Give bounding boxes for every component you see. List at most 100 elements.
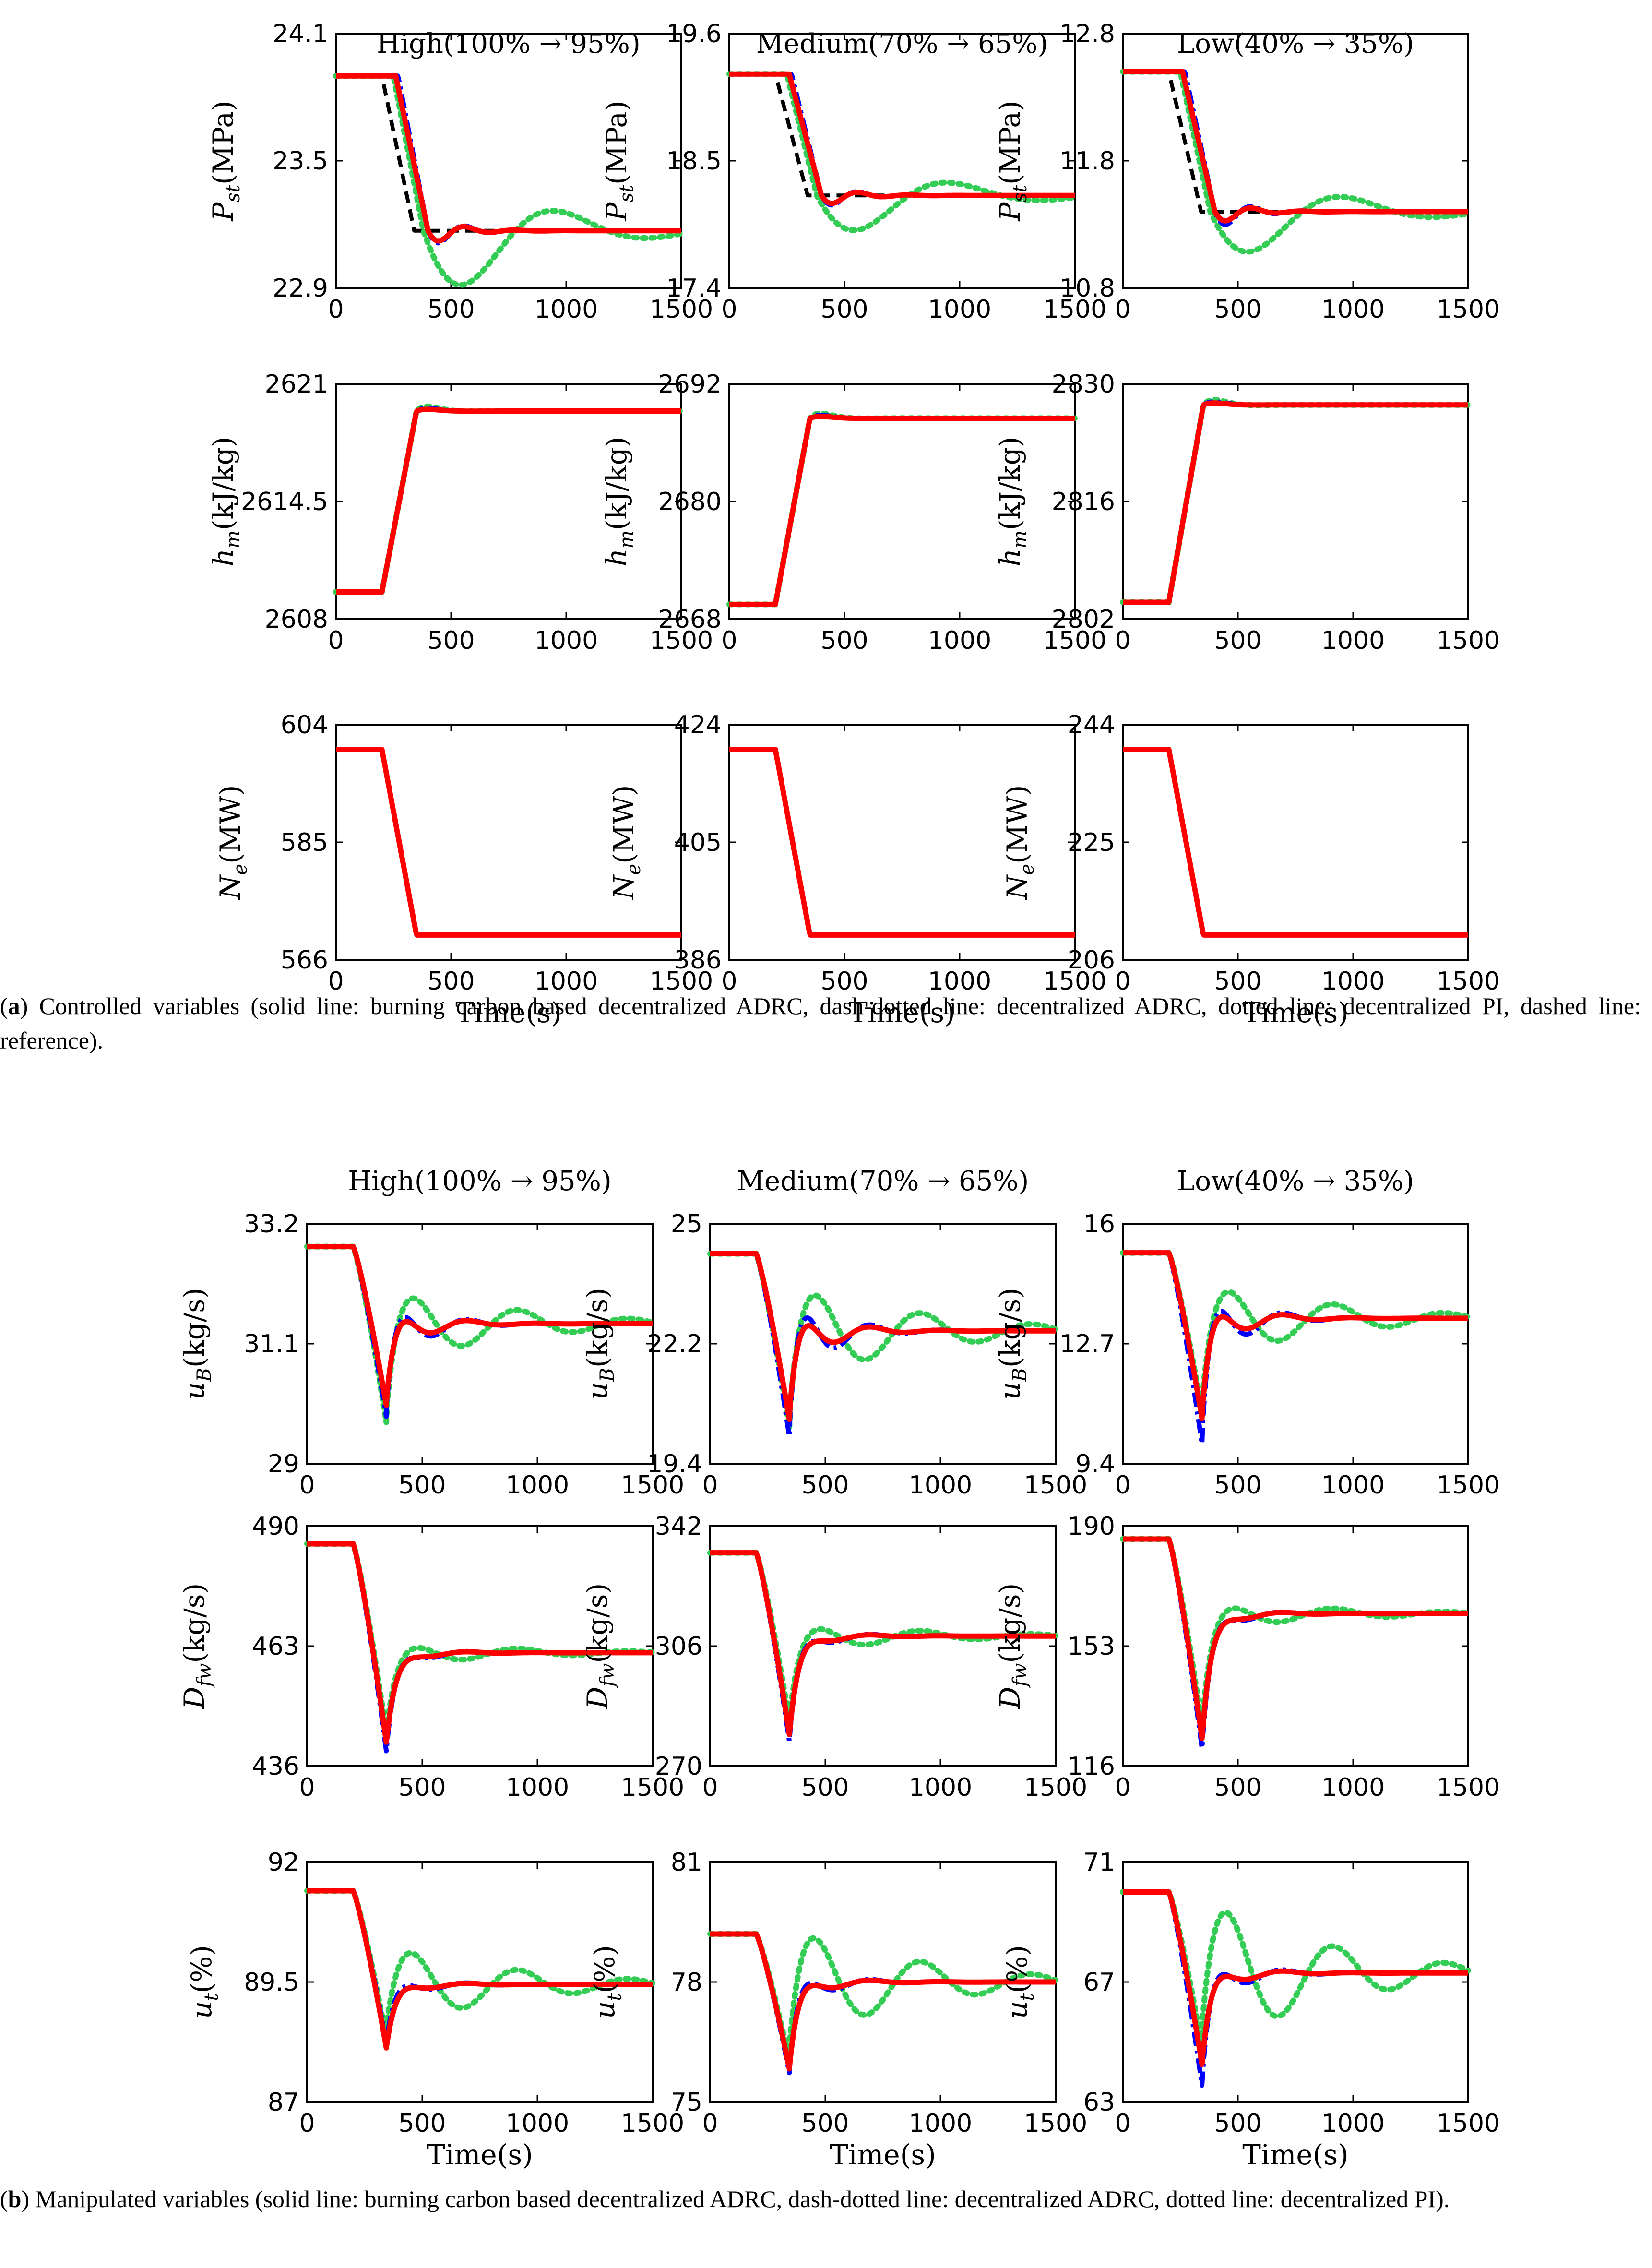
x-tick-label: 1500 — [650, 967, 713, 996]
plot-area — [728, 724, 1076, 961]
y-tick-label: 585 — [281, 828, 328, 857]
column-title-b-0: High(100% → 95%) — [348, 1166, 611, 1197]
caption-b-text: Manipulated variables (solid line: burni… — [35, 2185, 1450, 2212]
svg-text:ut(%): ut(%) — [588, 1945, 626, 2019]
caption-a: (a) Controlled variables (solid line: bu… — [0, 992, 1641, 1054]
y-tick-label: 10.8 — [1059, 274, 1115, 303]
y-tick-label: 31.1 — [244, 1330, 299, 1359]
y-tick-label: 33.2 — [244, 1210, 299, 1239]
y-tick-label: 463 — [252, 1632, 299, 1661]
subplot-a-5: 0 500 1000 1500 2668 2680 2692 — [658, 370, 1107, 655]
x-tick-label: 1000 — [909, 1471, 972, 1500]
y-axis-label: Ne(MW) — [1001, 785, 1038, 901]
x-tick-label: 500 — [1214, 2109, 1261, 2138]
x-tick-label: 0 — [1115, 295, 1130, 324]
y-axis-label: Dfw(kg/s) — [581, 1583, 618, 1709]
y-axis-label: Ne(MW) — [607, 785, 645, 901]
y-tick-label: 2621 — [265, 370, 328, 399]
svg-text:Pst(MPa): Pst(MPa) — [207, 100, 244, 221]
x-tick-label: 1500 — [1043, 295, 1106, 324]
y-tick-label: 89.5 — [244, 1968, 299, 1997]
column-title-a-2: Low(40% → 35%) — [1177, 28, 1414, 60]
x-tick-label: 500 — [427, 967, 475, 996]
x-tick-label: 1000 — [1321, 2109, 1385, 2138]
subplot-b-3: 0 500 1000 1500 9.4 12.7 16 — [1059, 1210, 1500, 1500]
y-tick-label: 29 — [268, 1450, 299, 1479]
x-tick-label: 1000 — [909, 2109, 972, 2138]
subplot-a-4: 0 500 1000 1500 2608 2614.5 2621 — [241, 370, 713, 655]
y-tick-label: 22.9 — [273, 274, 328, 303]
series-line-burning_carbon_adrc — [305, 1888, 654, 2051]
x-tick-label: 1500 — [1043, 967, 1106, 996]
y-tick-label: 190 — [1068, 1512, 1115, 1541]
series-line-burning_carbon_adrc — [334, 73, 683, 244]
y-tick-label: 67 — [1083, 1968, 1115, 1997]
subplot-a-1: 0 500 1000 1500 22.9 23.5 24.1 — [273, 20, 713, 324]
caption-b-letter: b — [8, 2185, 22, 2212]
x-tick-label: 1500 — [1437, 1471, 1500, 1500]
svg-text:uB(kg/s): uB(kg/s) — [178, 1288, 215, 1400]
y-tick-label: 19.6 — [666, 20, 722, 48]
x-tick-label: 500 — [801, 1773, 849, 1802]
x-tick-label: 1000 — [506, 1773, 569, 1802]
x-tick-label: 1000 — [1321, 967, 1385, 996]
series-line-burning_carbon_adrc — [708, 1251, 1058, 1422]
x-tick-label: 500 — [1214, 295, 1261, 324]
svg-text:Pst(MPa): Pst(MPa) — [994, 100, 1031, 221]
subplot-a-8: 0 500 1000 1500 386 405 424 Time(s) — [674, 711, 1106, 1029]
y-axis-label: Dfw(kg/s) — [178, 1583, 215, 1709]
x-axis-label: Time(s) — [849, 996, 955, 1029]
y-tick-label: 19.4 — [647, 1450, 702, 1479]
y-axis-label: Pst(MPa) — [207, 100, 244, 221]
x-tick-label: 0 — [721, 626, 737, 655]
y-tick-label: 2692 — [658, 370, 722, 399]
x-tick-label: 0 — [328, 626, 344, 655]
series-line-burning_carbon_adrc — [1121, 1250, 1470, 1421]
x-tick-label: 500 — [398, 2109, 446, 2138]
plot-area — [335, 383, 682, 620]
x-tick-label: 500 — [1214, 967, 1261, 996]
x-tick-label: 1000 — [1321, 295, 1385, 324]
series-line-burning_carbon_adrc — [727, 747, 1077, 938]
y-axis-label: Ne(MW) — [214, 785, 251, 901]
x-tick-label: 500 — [820, 295, 868, 324]
y-tick-label: 405 — [674, 828, 722, 857]
y-tick-label: 2816 — [1052, 488, 1115, 516]
x-tick-label: 500 — [398, 1773, 446, 1802]
y-tick-label: 424 — [674, 711, 722, 740]
x-tick-label: 500 — [427, 626, 475, 655]
subplot-b-9: 0 500 1000 1500 63 67 71 Time(s) — [1083, 1848, 1500, 2171]
svg-text:Dfw(kg/s): Dfw(kg/s) — [178, 1583, 215, 1709]
x-tick-label: 0 — [328, 295, 344, 324]
x-tick-label: 0 — [702, 1471, 718, 1500]
x-tick-label: 1000 — [535, 626, 598, 655]
x-tick-label: 1000 — [535, 295, 598, 324]
series-line-burning_carbon_adrc — [334, 747, 683, 938]
subplot-b-1: 0 500 1000 1500 29 31.1 33.2 — [244, 1210, 684, 1500]
series-line-burning_carbon_adrc — [1121, 1889, 1470, 2067]
x-tick-label: 1500 — [1437, 2109, 1500, 2138]
y-tick-label: 386 — [674, 946, 722, 975]
x-axis-label: Time(s) — [830, 2138, 936, 2171]
svg-text:Pst(MPa): Pst(MPa) — [600, 100, 638, 221]
column-title-a-0: High(100% → 95%) — [377, 28, 640, 60]
series-line-burning_carbon_adrc — [1121, 69, 1470, 224]
x-tick-label: 500 — [801, 2109, 849, 2138]
series-line-burning_carbon_adrc — [305, 1244, 654, 1408]
x-tick-label: 500 — [398, 1471, 446, 1500]
x-tick-label: 1000 — [928, 626, 991, 655]
subplot-b-5: 0 500 1000 1500 270 306 342 — [655, 1512, 1087, 1802]
x-tick-label: 0 — [1115, 1773, 1130, 1802]
x-tick-label: 0 — [328, 967, 344, 996]
x-tick-label: 1500 — [1437, 295, 1500, 324]
y-axis-label: Dfw(kg/s) — [994, 1583, 1031, 1709]
y-axis-label: hm(kJ/kg) — [994, 437, 1031, 567]
plot-area — [1122, 1861, 1469, 2103]
y-tick-label: 206 — [1068, 946, 1115, 975]
series-line-burning_carbon_adrc — [727, 71, 1077, 206]
x-tick-label: 0 — [1115, 2109, 1130, 2138]
subplot-a-2: 0 500 1000 1500 17.4 18.5 19.6 — [666, 20, 1106, 324]
x-tick-label: 1000 — [928, 967, 991, 996]
x-tick-label: 0 — [299, 1773, 315, 1802]
x-tick-label: 0 — [702, 2109, 718, 2138]
